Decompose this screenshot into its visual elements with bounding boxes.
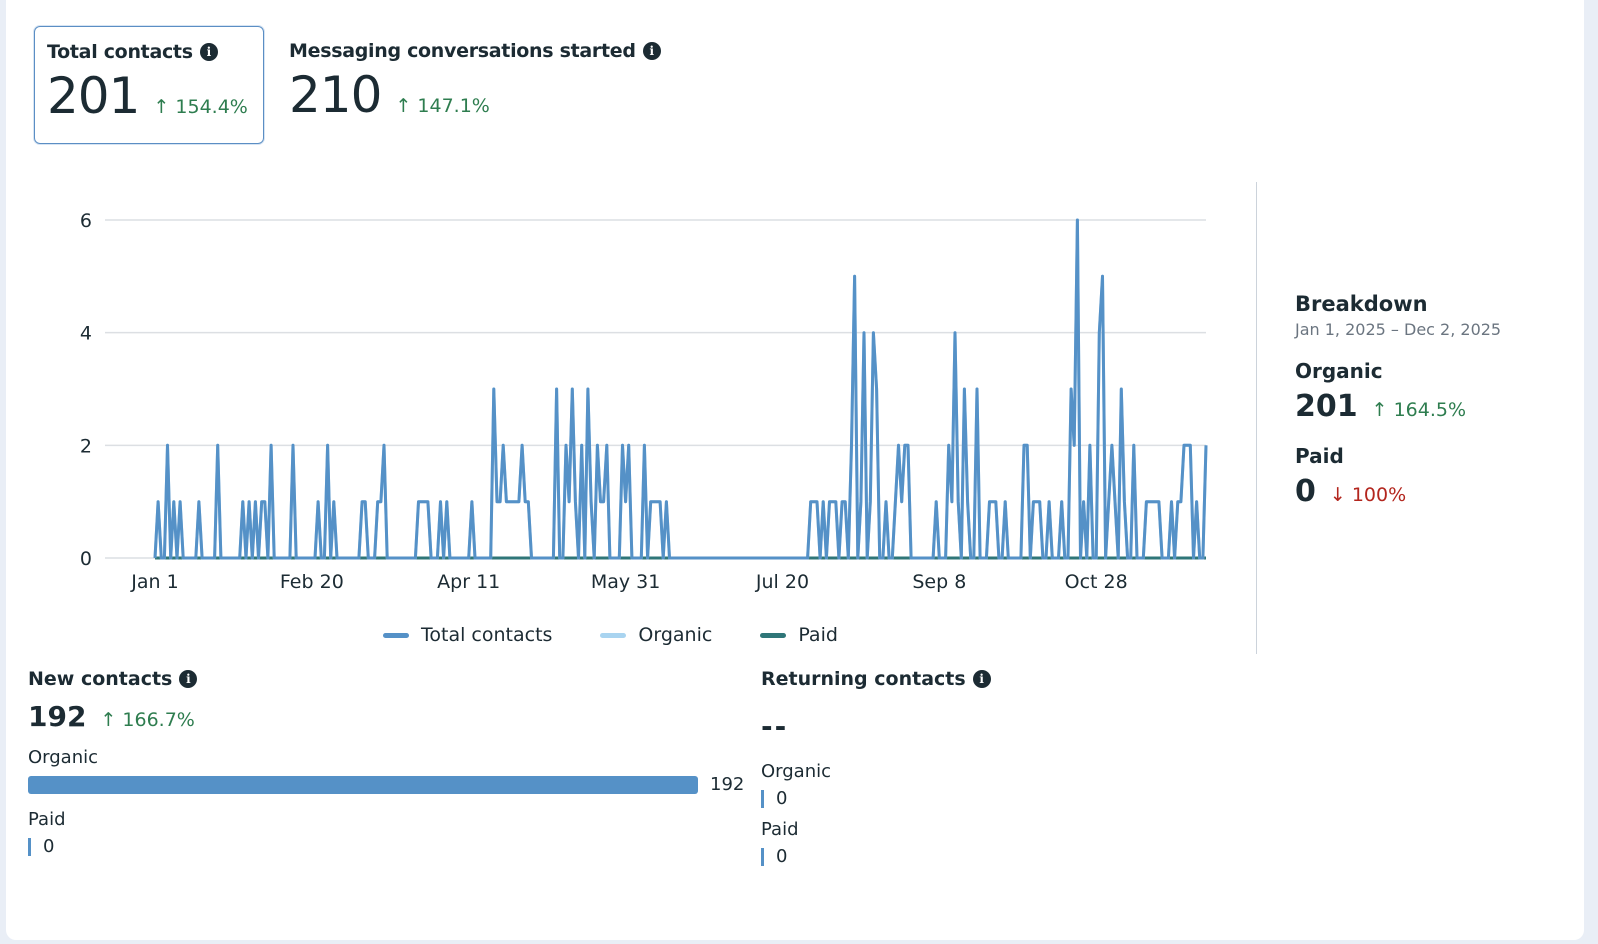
- breakdown-organic-delta: ↑ 164.5%: [1371, 399, 1467, 421]
- y-tick-label: 4: [80, 323, 92, 345]
- tile-title-text: Messaging conversations started: [289, 40, 636, 62]
- legend-label: Paid: [798, 624, 838, 646]
- tile-title-text: Total contacts: [47, 41, 193, 63]
- tile-delta: ↑ 147.1%: [395, 95, 490, 117]
- metric-tile-total-contacts[interactable]: Total contacts i 201 ↑ 154.4%: [34, 26, 264, 144]
- paid-bar: [28, 837, 31, 856]
- x-tick-label: May 31: [591, 571, 661, 593]
- section-title-text: New contacts: [28, 668, 173, 690]
- divider: [1256, 182, 1257, 654]
- info-icon[interactable]: i: [642, 42, 661, 60]
- returning-contacts-value: --: [761, 710, 789, 743]
- tile-value: 210: [289, 66, 382, 124]
- new-contacts-title: New contacts i: [28, 668, 744, 690]
- tile-value-row: 201 ↑ 154.4%: [47, 71, 251, 121]
- series-line-total-contacts: [153, 218, 1208, 560]
- y-axis: 0 2 4 6: [80, 210, 92, 570]
- breakdown-title: Breakdown: [1295, 292, 1428, 316]
- new-contacts-paid-label: Paid: [28, 809, 66, 830]
- breakdown-paid-value: 0: [1295, 474, 1316, 509]
- y-tick-label: 6: [80, 210, 92, 232]
- legend-swatch: [383, 632, 409, 638]
- new-contacts-paid-bar-row: 0: [28, 836, 744, 857]
- legend-label: Total contacts: [421, 624, 553, 646]
- returning-organic-bar-row: 0: [761, 788, 991, 809]
- x-tick-label: Jan 1: [130, 571, 178, 593]
- organic-bar-value: 192: [710, 774, 745, 795]
- breakdown-organic-value: 201: [1295, 389, 1358, 424]
- legend-item-total-contacts[interactable]: Total contacts: [383, 624, 552, 646]
- organic-bar: [28, 775, 698, 794]
- x-tick-label: Apr 11: [437, 571, 500, 593]
- legend-swatch: [760, 632, 787, 638]
- paid-bar-value: 0: [776, 846, 788, 867]
- paid-bar: [761, 847, 764, 866]
- breakdown-organic-label: Organic: [1295, 359, 1383, 383]
- breakdown-date-range: Jan 1, 2025 – Dec 2, 2025: [1295, 320, 1502, 339]
- organic-bar: [761, 789, 764, 808]
- line-chart: 0 2 4 6 Jan 1 Feb 20 Apr 11 May 31 Jul 20 Sep 8 O…: [80, 210, 1208, 593]
- tile-delta: ↑ 154.4%: [153, 96, 248, 118]
- legend-item-organic[interactable]: Organic: [600, 624, 712, 646]
- breakdown-paid-delta: ↓ 100%: [1329, 484, 1407, 506]
- returning-contacts-title: Returning contacts i: [761, 668, 991, 690]
- organic-bar-value: 0: [776, 788, 788, 809]
- new-contacts-value: 192: [28, 700, 87, 733]
- breakdown-paid-row: 0 ↓ 100%: [1295, 474, 1501, 509]
- returning-organic-label: Organic: [761, 761, 832, 782]
- tile-title: Total contacts i: [47, 41, 251, 63]
- returning-paid-bar-row: 0: [761, 846, 991, 867]
- legend-label: Organic: [638, 624, 713, 646]
- info-icon[interactable]: i: [179, 670, 198, 688]
- info-icon[interactable]: i: [972, 670, 991, 688]
- paid-bar-value: 0: [43, 836, 55, 857]
- metric-tile-messaging-conversations[interactable]: Messaging conversations started i 210 ↑ …: [277, 26, 697, 144]
- y-tick-label: 2: [80, 435, 92, 457]
- chart-lines: [153, 218, 1208, 560]
- legend-swatch: [600, 632, 627, 638]
- returning-paid-label: Paid: [761, 819, 799, 840]
- y-tick-label: 0: [80, 548, 92, 570]
- new-contacts-value-row: 192 ↑ 166.7%: [28, 700, 744, 733]
- chart-legend: Total contacts Organic Paid: [383, 624, 838, 646]
- x-axis: Jan 1 Feb 20 Apr 11 May 31 Jul 20 Sep 8 Oct 28: [130, 571, 1127, 593]
- tile-value-row: 210 ↑ 147.1%: [289, 70, 685, 120]
- x-tick-label: Jul 20: [755, 571, 809, 593]
- x-tick-label: Oct 28: [1065, 571, 1128, 593]
- info-icon[interactable]: i: [199, 43, 218, 61]
- breakdown-panel: Breakdown Jan 1, 2025 – Dec 2, 2025 Orga…: [1295, 292, 1501, 509]
- legend-item-paid[interactable]: Paid: [760, 624, 838, 646]
- tile-title: Messaging conversations started i: [289, 40, 685, 62]
- new-contacts-organic-bar-row: 192: [28, 774, 744, 795]
- section-title-text: Returning contacts: [761, 668, 966, 690]
- returning-contacts-section: Returning contacts i -- Organic 0 Paid 0: [761, 668, 991, 867]
- new-contacts-delta: ↑ 166.7%: [100, 709, 195, 731]
- x-tick-label: Feb 20: [280, 571, 344, 593]
- x-tick-label: Sep 8: [912, 571, 966, 593]
- new-contacts-section: New contacts i 192 ↑ 166.7% Organic 192 …: [28, 668, 744, 857]
- breakdown-paid-label: Paid: [1295, 444, 1344, 468]
- breakdown-organic-row: 201 ↑ 164.5%: [1295, 389, 1501, 424]
- tile-value: 201: [47, 67, 140, 125]
- new-contacts-organic-label: Organic: [28, 747, 99, 768]
